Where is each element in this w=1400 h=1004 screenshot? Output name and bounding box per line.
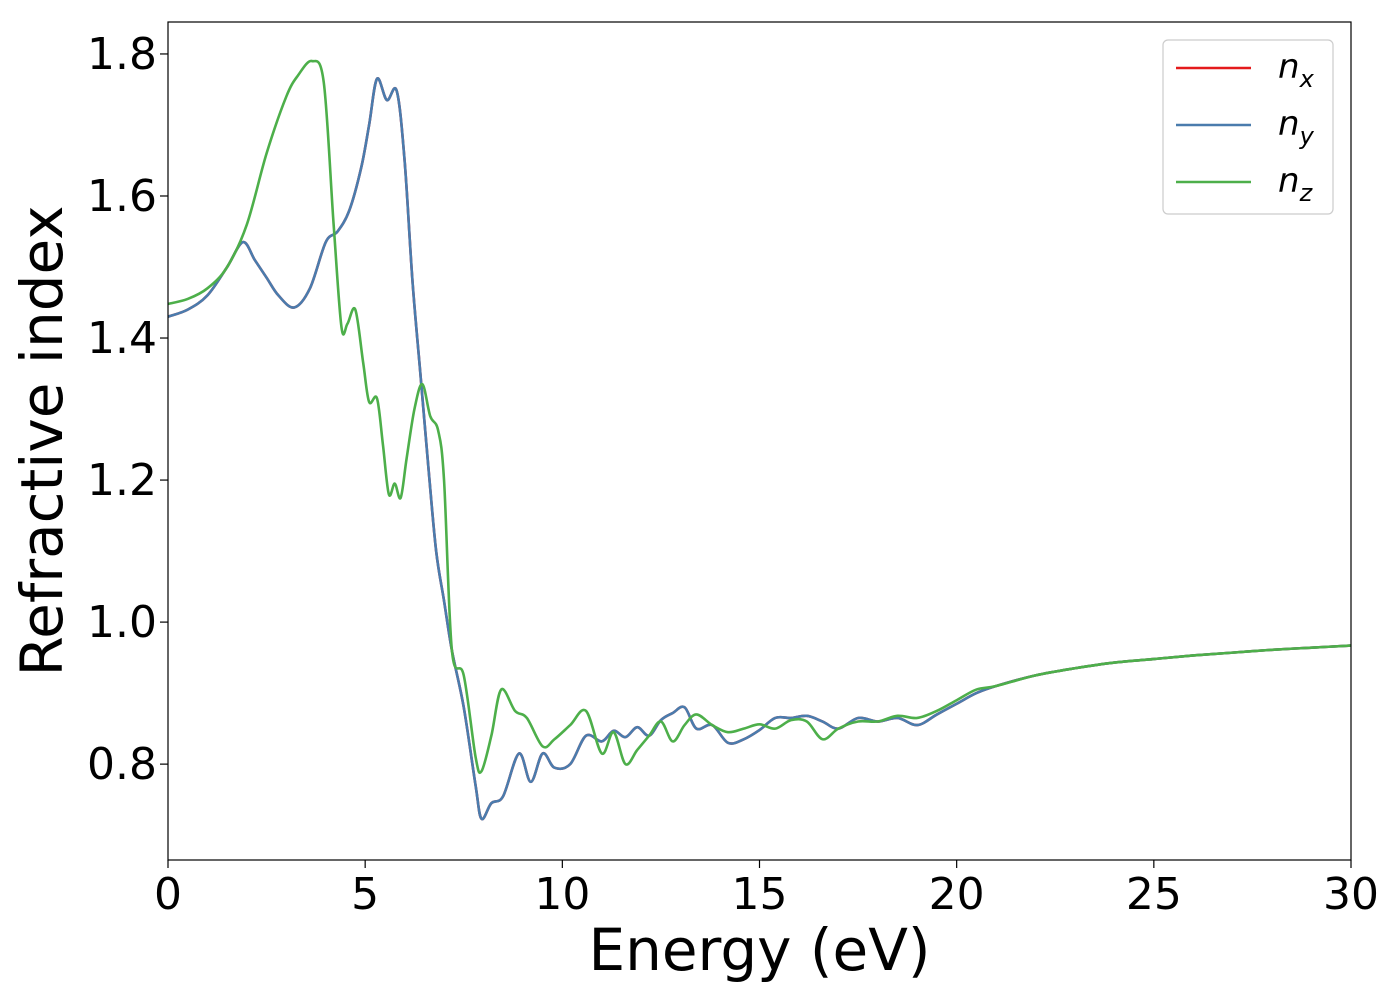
plot-area — [168, 22, 1351, 860]
y-tick-label: 1.0 — [87, 597, 157, 648]
series-layer — [167, 59, 1352, 821]
x-axis-title: Energy (eV) — [588, 916, 930, 984]
series-line-n-y — [167, 77, 1352, 821]
y-tick-label: 1.4 — [87, 313, 157, 364]
x-tick-label: 30 — [1323, 869, 1379, 920]
x-tick-label: 15 — [732, 869, 788, 920]
legend-box — [1162, 39, 1334, 215]
y-tick-label: 1.8 — [87, 29, 157, 80]
y-tick-label: 1.6 — [87, 171, 157, 222]
axes-layer: 0 5 10 15 20 25 30 0.8 1.0 1.2 1.4 1.6 1.8 — [87, 29, 1379, 920]
plot-frame — [167, 21, 1352, 861]
x-tick-label: 25 — [1126, 869, 1182, 920]
x-tick-label: 5 — [351, 869, 379, 920]
x-tick-label: 10 — [534, 869, 590, 920]
y-tick-label: 0.8 — [87, 739, 157, 790]
x-tick-label: 20 — [929, 869, 985, 920]
y-tick-label: 1.2 — [87, 455, 157, 506]
x-tick-label: 0 — [154, 869, 182, 920]
series-line-n-z — [167, 59, 1352, 775]
y-axis-title: Refractive index — [8, 205, 76, 676]
